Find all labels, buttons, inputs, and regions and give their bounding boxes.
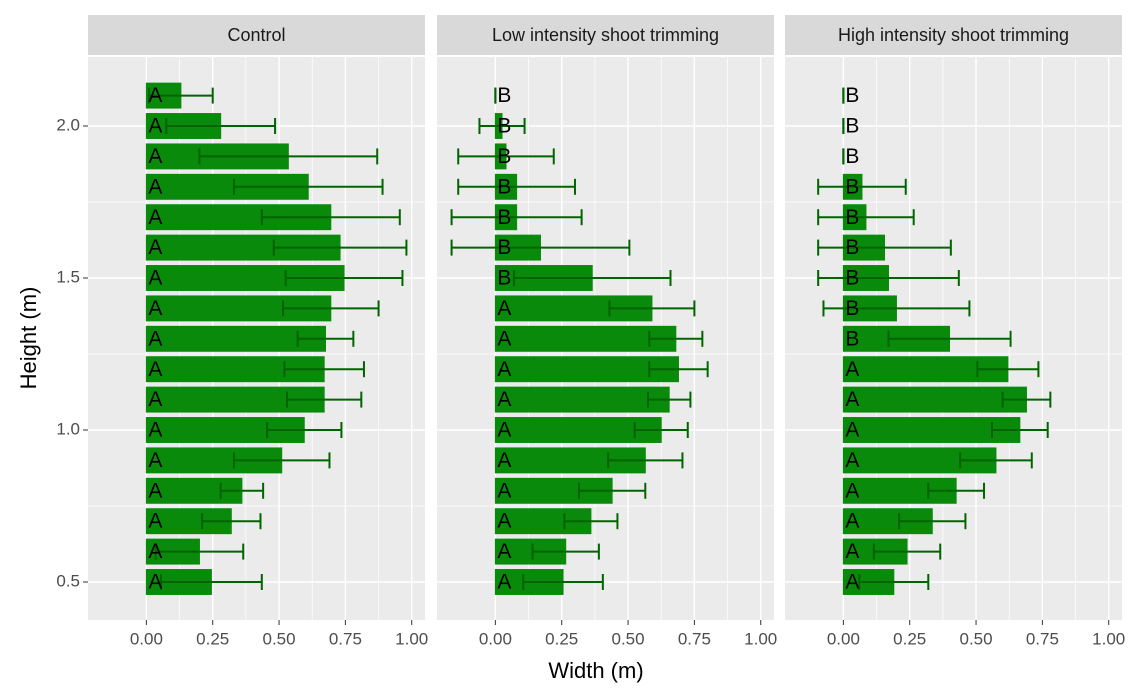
significance-letter: B bbox=[497, 236, 511, 259]
significance-letter: A bbox=[148, 84, 162, 107]
significance-letter: A bbox=[845, 449, 859, 472]
strip bbox=[88, 15, 425, 55]
bar bbox=[494, 417, 662, 443]
bar bbox=[842, 417, 1021, 443]
significance-letter: A bbox=[148, 206, 162, 229]
significance-letter: B bbox=[845, 145, 859, 168]
x-tick-label: 0.75 bbox=[329, 629, 362, 648]
significance-letter: A bbox=[845, 479, 859, 502]
x-tick-label: 0.00 bbox=[827, 629, 860, 648]
bar bbox=[494, 386, 670, 413]
strip-title: High intensity shoot trimming bbox=[838, 25, 1069, 45]
significance-letter: A bbox=[497, 327, 511, 350]
significance-letter: B bbox=[845, 175, 859, 198]
strip bbox=[437, 15, 774, 55]
y-tick-label: 2.0 bbox=[56, 115, 80, 134]
x-tick-label: 0.25 bbox=[545, 629, 578, 648]
significance-letter: A bbox=[148, 449, 162, 472]
significance-letter: B bbox=[845, 115, 859, 138]
significance-letter: B bbox=[845, 236, 859, 259]
significance-letter: B bbox=[497, 206, 511, 229]
x-tick-label: 1.00 bbox=[395, 629, 428, 648]
significance-letter: A bbox=[148, 358, 162, 381]
significance-letter: A bbox=[148, 267, 162, 290]
significance-letter: A bbox=[497, 510, 511, 533]
significance-letter: A bbox=[497, 388, 511, 411]
significance-letter: A bbox=[148, 236, 162, 259]
bar bbox=[842, 386, 1027, 413]
x-tick-label: 0.00 bbox=[130, 629, 163, 648]
strip-title: Low intensity shoot trimming bbox=[492, 25, 719, 45]
significance-letter: A bbox=[845, 571, 859, 594]
significance-letter: A bbox=[497, 297, 511, 320]
x-tick-label: 0.75 bbox=[678, 629, 711, 648]
significance-letter: B bbox=[497, 145, 511, 168]
significance-letter: A bbox=[148, 540, 162, 563]
significance-letter: B bbox=[845, 267, 859, 290]
significance-letter: B bbox=[845, 297, 859, 320]
significance-letter: A bbox=[148, 419, 162, 442]
x-tick-label: 1.00 bbox=[744, 629, 777, 648]
significance-letter: A bbox=[497, 449, 511, 472]
significance-letter: A bbox=[148, 571, 162, 594]
significance-letter: B bbox=[497, 115, 511, 138]
significance-letter: B bbox=[497, 175, 511, 198]
bar bbox=[145, 325, 326, 352]
significance-letter: A bbox=[497, 571, 511, 594]
y-tick-label: 0.5 bbox=[56, 571, 80, 590]
significance-letter: A bbox=[845, 388, 859, 411]
significance-letter: B bbox=[497, 84, 511, 107]
significance-letter: B bbox=[497, 267, 511, 290]
x-tick-label: 0.25 bbox=[196, 629, 229, 648]
significance-letter: B bbox=[845, 84, 859, 107]
x-axis-title: Width (m) bbox=[548, 658, 643, 683]
x-tick-label: 0.25 bbox=[893, 629, 926, 648]
significance-letter: A bbox=[148, 145, 162, 168]
significance-letter: A bbox=[845, 540, 859, 563]
significance-letter: A bbox=[148, 388, 162, 411]
significance-letter: A bbox=[497, 540, 511, 563]
significance-letter: A bbox=[497, 419, 511, 442]
strip-title: Control bbox=[227, 25, 285, 45]
significance-letter: B bbox=[845, 206, 859, 229]
x-tick-label: 0.50 bbox=[960, 629, 993, 648]
x-tick-label: 0.50 bbox=[612, 629, 645, 648]
significance-letter: A bbox=[845, 358, 859, 381]
y-axis-title: Height (m) bbox=[16, 287, 41, 390]
significance-letter: A bbox=[148, 175, 162, 198]
significance-letter: A bbox=[148, 297, 162, 320]
x-tick-label: 0.75 bbox=[1026, 629, 1059, 648]
x-tick-label: 1.00 bbox=[1092, 629, 1125, 648]
significance-letter: A bbox=[845, 419, 859, 442]
bar bbox=[842, 447, 997, 474]
y-tick-label: 1.0 bbox=[56, 419, 80, 438]
bar bbox=[494, 325, 677, 352]
significance-letter: A bbox=[497, 479, 511, 502]
strip bbox=[785, 15, 1122, 55]
significance-letter: A bbox=[148, 479, 162, 502]
significance-letter: A bbox=[497, 358, 511, 381]
x-tick-label: 0.50 bbox=[263, 629, 296, 648]
significance-letter: A bbox=[148, 510, 162, 533]
bar bbox=[494, 356, 679, 383]
significance-letter: A bbox=[148, 115, 162, 138]
y-tick-label: 1.5 bbox=[56, 267, 80, 286]
x-tick-label: 0.00 bbox=[479, 629, 512, 648]
significance-letter: A bbox=[148, 327, 162, 350]
significance-letter: A bbox=[845, 510, 859, 533]
significance-letter: B bbox=[845, 327, 859, 350]
